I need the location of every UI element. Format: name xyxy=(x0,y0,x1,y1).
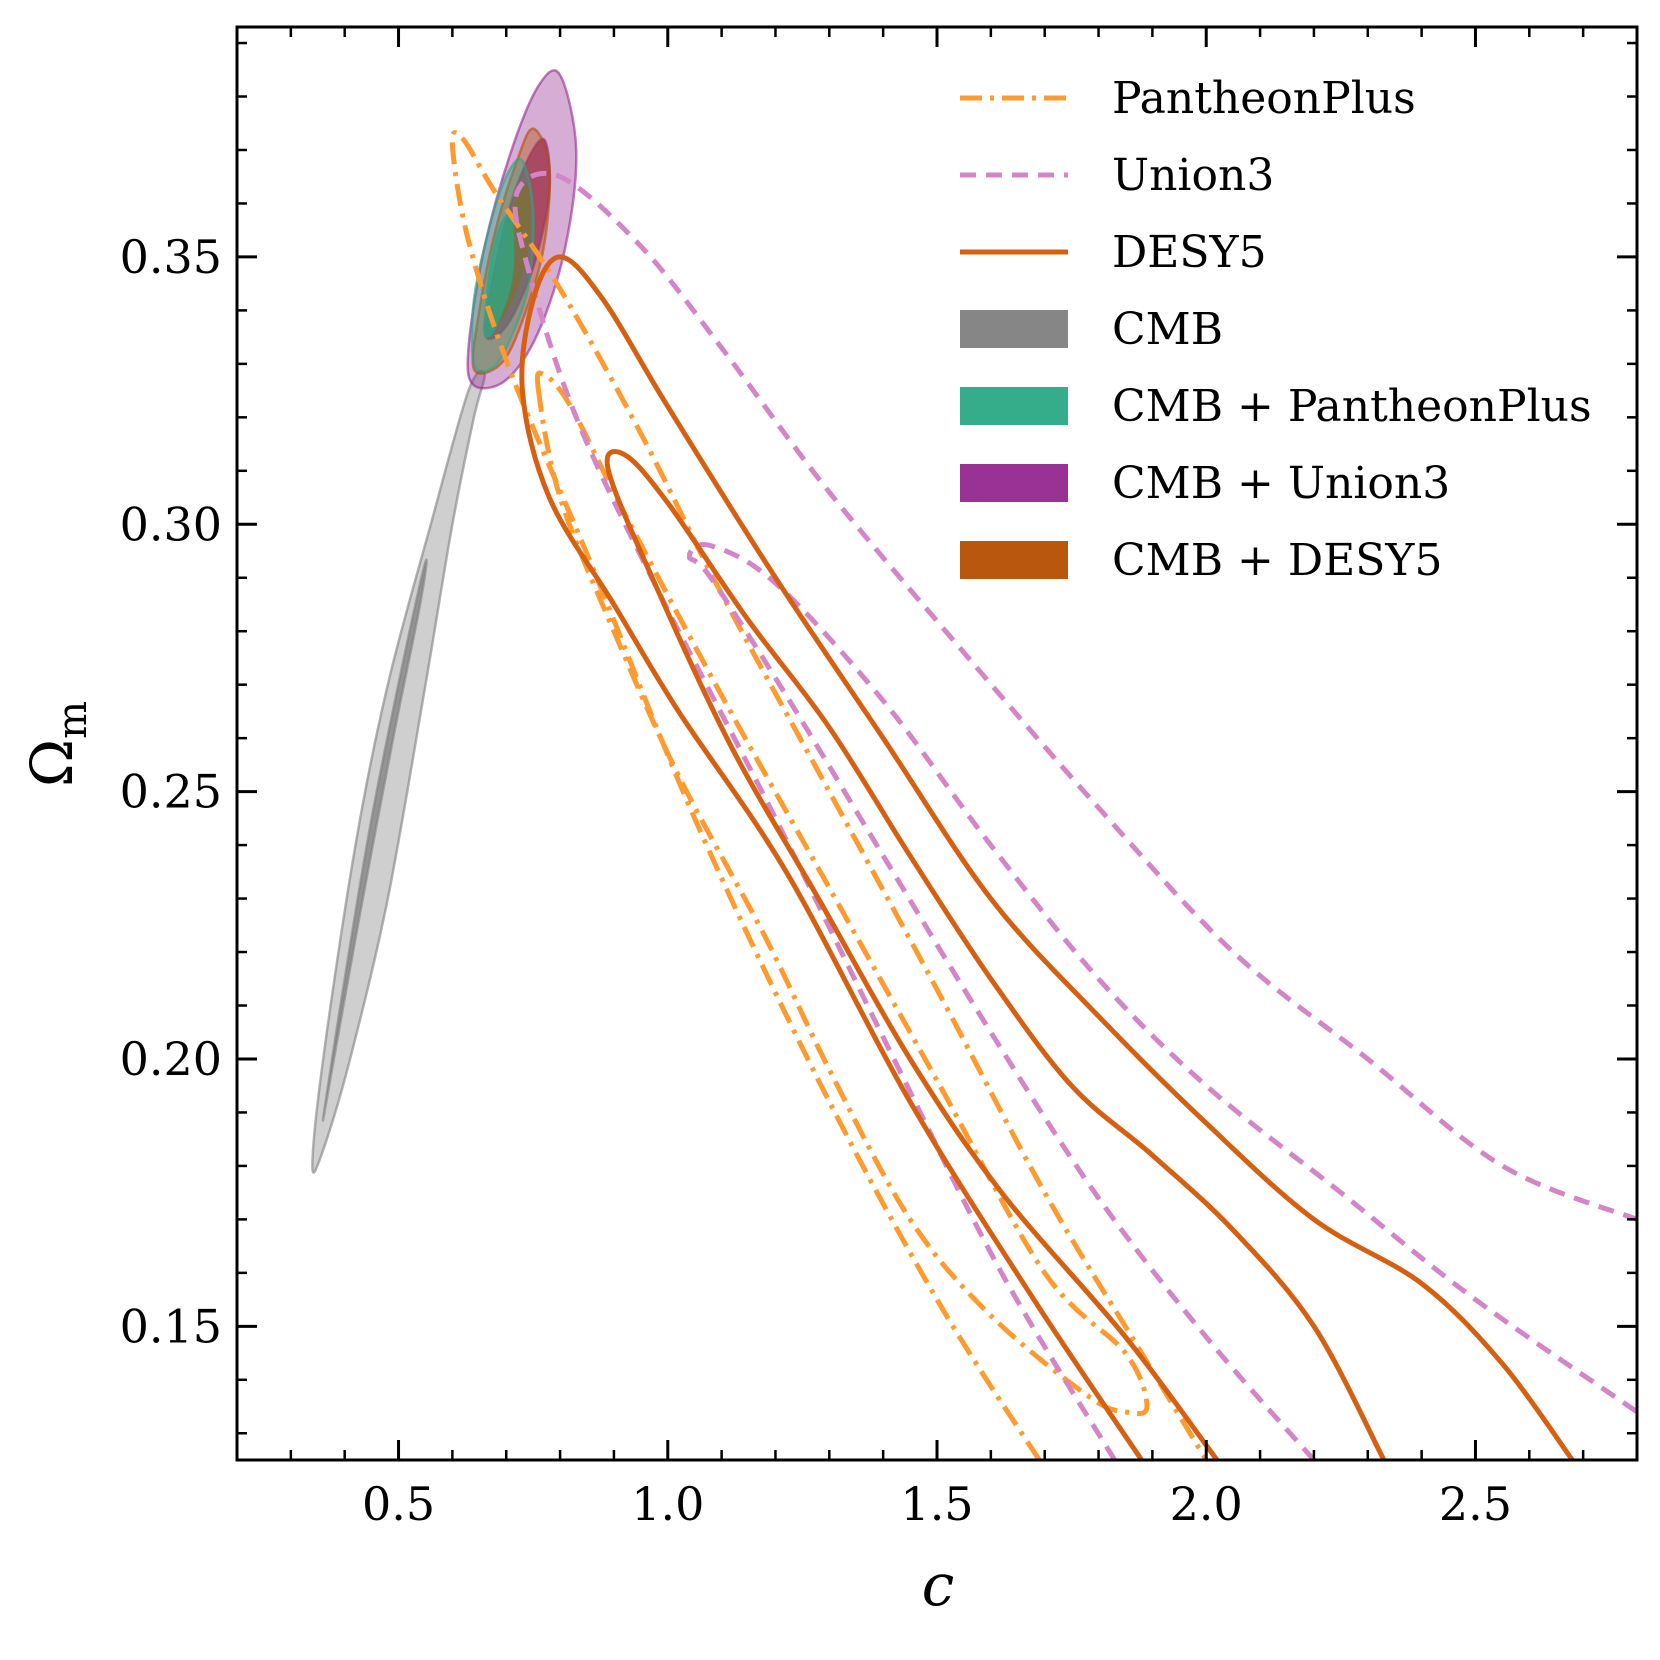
series-union3 xyxy=(512,170,1637,1460)
x-axis-label: c xyxy=(922,1551,954,1619)
y-tick-label: 0.35 xyxy=(120,230,222,284)
series-pantheonplus xyxy=(449,130,1209,1460)
legend-label: DESY5 xyxy=(1112,227,1267,278)
contour-68 xyxy=(686,542,1637,1460)
legend-item: CMB + PantheonPlus xyxy=(960,381,1592,432)
legend-item: DESY5 xyxy=(960,227,1267,278)
x-tick-label: 2.5 xyxy=(1439,1477,1512,1531)
legend-label: CMB + DESY5 xyxy=(1112,535,1442,586)
contour-95 xyxy=(311,369,486,1174)
legend: PantheonPlus Union3 DESY5 CMB CMB + Pantheon… xyxy=(960,73,1592,586)
contour-95 xyxy=(512,170,1637,1460)
legend-item: CMB xyxy=(960,304,1223,355)
y-axis-label-sub: m xyxy=(50,701,96,739)
axis-ticks xyxy=(237,27,1637,1460)
y-axis-label: Ωm xyxy=(18,701,96,787)
y-tick-label: 0.20 xyxy=(120,1032,222,1086)
y-tick-label: 0.25 xyxy=(120,765,222,819)
x-tick-label: 1.0 xyxy=(631,1477,704,1531)
y-tick-label: 0.15 xyxy=(120,1299,222,1353)
legend-item: CMB + DESY5 xyxy=(960,535,1442,586)
legend-label: PantheonPlus xyxy=(1112,73,1416,124)
x-tick-label: 2.0 xyxy=(1170,1477,1243,1531)
legend-item: Union3 xyxy=(960,150,1274,201)
legend-swatch xyxy=(960,541,1068,579)
legend-item: PantheonPlus xyxy=(960,73,1416,124)
contour-95 xyxy=(449,130,1209,1460)
legend-label: Union3 xyxy=(1112,150,1274,201)
legend-swatch xyxy=(960,464,1068,502)
legend-label: CMB + Union3 xyxy=(1112,458,1450,509)
legend-swatch xyxy=(960,387,1068,425)
legend-label: CMB + PantheonPlus xyxy=(1112,381,1592,432)
tick-labels: 0.5 1.0 1.5 2.0 2.5 0.15 0.20 0.25 0.30 0.35 xyxy=(120,230,1512,1531)
series-cmb xyxy=(311,369,486,1174)
legend-swatch xyxy=(960,310,1068,348)
contour-68 xyxy=(534,370,1150,1417)
contour-68 xyxy=(604,449,1387,1460)
contour-95 xyxy=(519,254,1575,1460)
legend-item: CMB + Union3 xyxy=(960,458,1450,509)
x-tick-label: 0.5 xyxy=(362,1477,435,1531)
x-tick-label: 1.5 xyxy=(900,1477,973,1531)
y-axis-label-main: Ω xyxy=(18,739,86,787)
legend-label: CMB xyxy=(1112,304,1223,355)
y-tick-label: 0.30 xyxy=(120,497,222,551)
series-desy5 xyxy=(519,254,1575,1460)
contour-layer xyxy=(311,69,1637,1460)
contour-68 xyxy=(321,558,428,1122)
